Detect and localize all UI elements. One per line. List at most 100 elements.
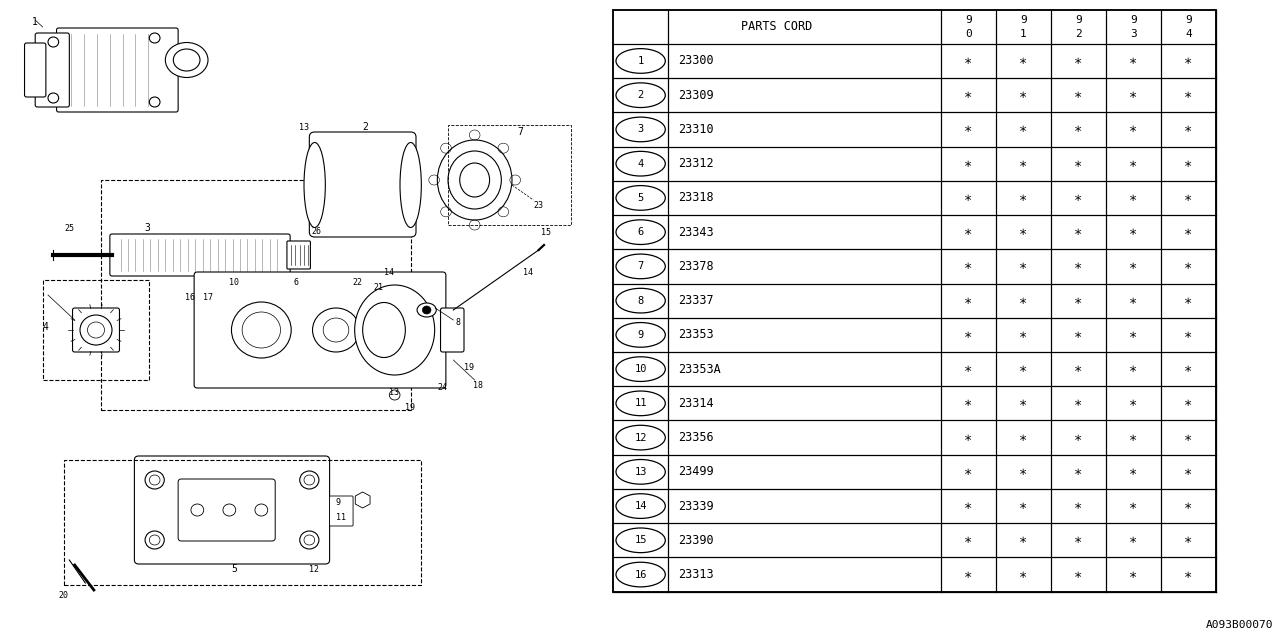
Text: 3: 3 xyxy=(637,124,644,134)
Text: 11: 11 xyxy=(635,398,646,408)
Text: ∗: ∗ xyxy=(1074,533,1083,547)
Text: 4: 4 xyxy=(42,322,49,332)
Text: 23337: 23337 xyxy=(678,294,714,307)
Text: ∗: ∗ xyxy=(1074,122,1083,136)
Text: 1: 1 xyxy=(637,56,644,66)
Text: ∗: ∗ xyxy=(1129,499,1138,513)
Text: ∗: ∗ xyxy=(964,54,973,68)
Bar xyxy=(64,460,421,585)
Text: 10: 10 xyxy=(635,364,646,374)
Text: 10: 10 xyxy=(229,278,239,287)
Text: 4: 4 xyxy=(1185,29,1192,39)
Text: ∗: ∗ xyxy=(964,225,973,239)
Text: ∗: ∗ xyxy=(1184,499,1193,513)
Bar xyxy=(42,280,150,380)
Text: 25: 25 xyxy=(64,224,74,233)
Text: ∗: ∗ xyxy=(1019,465,1028,479)
Text: ∗: ∗ xyxy=(964,396,973,410)
Text: 4: 4 xyxy=(637,159,644,169)
Text: 12: 12 xyxy=(635,433,646,443)
Ellipse shape xyxy=(305,143,325,227)
Text: 22: 22 xyxy=(352,278,362,287)
Text: 23309: 23309 xyxy=(678,89,714,102)
Text: 6: 6 xyxy=(637,227,644,237)
Text: ∗: ∗ xyxy=(1019,259,1028,273)
Text: 23499: 23499 xyxy=(678,465,714,478)
Text: ∗: ∗ xyxy=(1184,568,1193,582)
Text: ∗: ∗ xyxy=(1074,294,1083,308)
Text: ∗: ∗ xyxy=(1074,191,1083,205)
Text: ∗: ∗ xyxy=(1019,328,1028,342)
Text: ∗: ∗ xyxy=(964,294,973,308)
Ellipse shape xyxy=(173,49,200,71)
Text: ∗: ∗ xyxy=(964,122,973,136)
Ellipse shape xyxy=(438,140,512,220)
Text: ∗: ∗ xyxy=(1129,431,1138,445)
Text: 14: 14 xyxy=(635,501,646,511)
Text: ∗: ∗ xyxy=(1129,259,1138,273)
FancyBboxPatch shape xyxy=(310,132,416,237)
Text: 17: 17 xyxy=(202,293,212,302)
Text: ∗: ∗ xyxy=(1074,465,1083,479)
FancyBboxPatch shape xyxy=(178,479,275,541)
Text: ∗: ∗ xyxy=(1019,499,1028,513)
Text: 12: 12 xyxy=(310,565,319,574)
Text: ∗: ∗ xyxy=(1184,294,1193,308)
Text: ∗: ∗ xyxy=(1129,157,1138,171)
Text: A093B00070: A093B00070 xyxy=(1206,620,1274,630)
Text: ∗: ∗ xyxy=(1129,396,1138,410)
Text: 5: 5 xyxy=(637,193,644,203)
Text: 1: 1 xyxy=(32,17,38,27)
Text: 9: 9 xyxy=(965,15,972,25)
Text: 9: 9 xyxy=(335,498,340,507)
Text: 3: 3 xyxy=(143,223,150,233)
Text: ∗: ∗ xyxy=(964,328,973,342)
Text: ∗: ∗ xyxy=(1184,328,1193,342)
Text: ∗: ∗ xyxy=(1184,122,1193,136)
Text: ∗: ∗ xyxy=(964,465,973,479)
Text: 13: 13 xyxy=(389,388,399,397)
Text: ∗: ∗ xyxy=(1129,122,1138,136)
Text: ∗: ∗ xyxy=(1184,362,1193,376)
Text: ∗: ∗ xyxy=(1129,465,1138,479)
Text: ∗: ∗ xyxy=(1074,568,1083,582)
Text: ∗: ∗ xyxy=(964,499,973,513)
FancyBboxPatch shape xyxy=(440,308,465,352)
Text: ∗: ∗ xyxy=(964,568,973,582)
Ellipse shape xyxy=(165,42,207,77)
Text: PARTS CORD: PARTS CORD xyxy=(741,20,813,33)
Text: 23318: 23318 xyxy=(678,191,714,204)
Text: 8: 8 xyxy=(637,296,644,306)
Text: 2: 2 xyxy=(637,90,644,100)
Ellipse shape xyxy=(417,303,436,317)
Text: 9: 9 xyxy=(1185,15,1192,25)
Text: 2: 2 xyxy=(1075,29,1082,39)
Text: 2: 2 xyxy=(362,122,369,132)
Text: 1: 1 xyxy=(1020,29,1027,39)
FancyBboxPatch shape xyxy=(195,272,445,388)
Text: 19: 19 xyxy=(465,363,474,372)
Text: ∗: ∗ xyxy=(1019,533,1028,547)
Text: 11: 11 xyxy=(335,513,346,522)
Ellipse shape xyxy=(362,303,406,358)
Text: ∗: ∗ xyxy=(1184,465,1193,479)
Text: ∗: ∗ xyxy=(1129,362,1138,376)
Text: ∗: ∗ xyxy=(1019,54,1028,68)
Text: ∗: ∗ xyxy=(1074,499,1083,513)
FancyBboxPatch shape xyxy=(110,234,291,276)
Text: 26: 26 xyxy=(311,227,321,236)
FancyBboxPatch shape xyxy=(330,496,353,526)
Text: ∗: ∗ xyxy=(1184,396,1193,410)
Text: 9: 9 xyxy=(1020,15,1027,25)
Text: 0: 0 xyxy=(965,29,972,39)
Text: ∗: ∗ xyxy=(1129,88,1138,102)
Text: 7: 7 xyxy=(517,127,524,137)
Text: 21: 21 xyxy=(374,283,383,292)
Text: 15: 15 xyxy=(540,228,550,237)
Text: 23353A: 23353A xyxy=(678,363,721,376)
Text: ∗: ∗ xyxy=(964,157,973,171)
Text: ∗: ∗ xyxy=(1019,568,1028,582)
Text: 23: 23 xyxy=(534,201,543,210)
Text: 23313: 23313 xyxy=(678,568,714,581)
Text: ∗: ∗ xyxy=(1184,191,1193,205)
